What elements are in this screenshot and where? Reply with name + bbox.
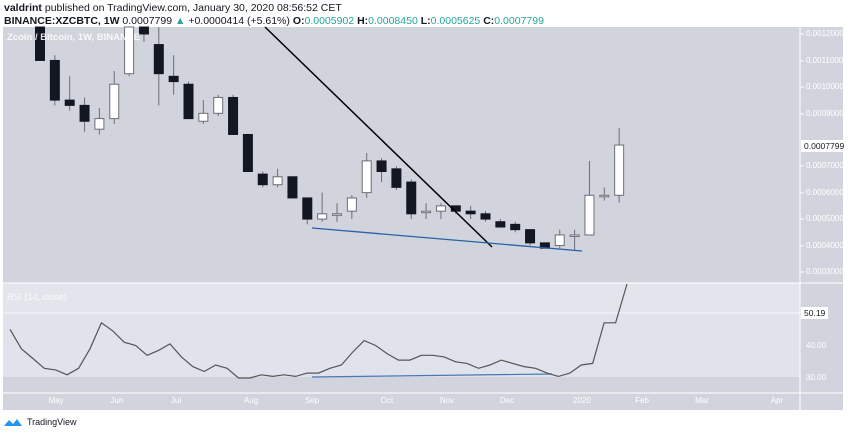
price-tick: 0.0007000	[806, 161, 844, 170]
bear-candle[interactable]	[525, 229, 536, 244]
bear-candle[interactable]	[79, 104, 90, 122]
rsi-line	[9, 283, 628, 379]
price-tick: 0.0012000	[806, 29, 844, 38]
bull-candle[interactable]	[361, 160, 372, 194]
price-change: +0.0000414 (+5.61%)	[188, 15, 290, 27]
bear-candle[interactable]	[35, 26, 45, 61]
bull-candle[interactable]	[599, 194, 610, 198]
bull-candle[interactable]	[421, 210, 432, 214]
bull-candle[interactable]	[109, 83, 120, 120]
bear-candle[interactable]	[183, 83, 194, 120]
bear-candle[interactable]	[49, 59, 60, 101]
bear-candle[interactable]	[168, 75, 179, 83]
bear-candle[interactable]	[64, 99, 75, 106]
chart-header: valdrint published on TradingView.com, J…	[4, 2, 544, 28]
bear-candle[interactable]	[510, 223, 521, 231]
time-tick: Sep	[304, 396, 320, 405]
trendlines	[264, 26, 583, 378]
close-label: C:	[483, 15, 495, 27]
ohlc-line: BINANCE:XZCBTC, 1W 0.0007799 ▲ +0.000041…	[4, 15, 544, 28]
time-tick: Feb	[635, 396, 649, 405]
up-arrow-icon: ▲	[174, 15, 186, 27]
time-tick: Jul	[170, 396, 182, 405]
bear-candle[interactable]	[228, 96, 239, 135]
price-axis-ticks	[800, 33, 804, 273]
rsi-support-trendline[interactable]	[311, 373, 553, 378]
bear-candle[interactable]	[257, 173, 268, 186]
time-tick: Dec	[499, 396, 515, 405]
bull-candle[interactable]	[94, 118, 105, 130]
bear-candle[interactable]	[287, 176, 298, 199]
rsi-current-label: 50.19	[801, 307, 829, 319]
candlestick-series	[35, 26, 625, 251]
tradingview-logo-icon[interactable]	[4, 419, 22, 426]
time-tick: Apr	[770, 396, 784, 405]
bear-candle[interactable]	[376, 160, 387, 172]
rsi-tick: 40.00	[806, 341, 827, 350]
bull-candle[interactable]	[435, 205, 446, 212]
price-tick: 0.0010000	[806, 82, 844, 91]
rsi-tick: 30.00	[806, 373, 827, 382]
bear-candle[interactable]	[153, 44, 164, 75]
bear-candle[interactable]	[406, 181, 417, 215]
time-tick: Mar	[695, 396, 709, 405]
time-tick: Jun	[110, 396, 124, 405]
series-legend[interactable]: Zcoin / Bitcoin, 1W, BINANCE	[7, 32, 141, 43]
price-tick: 0.0005000	[806, 214, 844, 223]
support-trendline[interactable]	[311, 227, 583, 252]
price-tick: 0.0003000	[806, 267, 844, 276]
bear-candle[interactable]	[465, 210, 476, 215]
author-name[interactable]: valdrint	[4, 2, 42, 14]
publish-info: published on TradingView.com, January 30…	[41, 2, 342, 14]
price-tick: 0.0004000	[806, 241, 844, 250]
high-label: H:	[357, 15, 369, 27]
bear-candle[interactable]	[480, 213, 491, 220]
bull-candle[interactable]	[272, 176, 283, 186]
bull-candle[interactable]	[198, 112, 209, 122]
bull-candle[interactable]	[569, 234, 580, 237]
close-value: 0.0007799	[494, 15, 544, 27]
open-value: 0.0005902	[304, 15, 355, 27]
bull-candle[interactable]	[213, 96, 224, 114]
publish-line: valdrint published on TradingView.com, J…	[4, 2, 544, 15]
bear-candle[interactable]	[242, 133, 253, 172]
rsi-legend[interactable]: RSI (14, close)	[7, 292, 67, 302]
bear-candle[interactable]	[495, 221, 506, 228]
time-tick: Oct	[380, 396, 394, 405]
low-value: 0.0005625	[430, 15, 481, 27]
time-tick: Aug	[243, 396, 259, 405]
low-label: L:	[420, 15, 431, 27]
tradingview-brand[interactable]: TradingView	[27, 417, 77, 427]
high-value: 0.0008450	[368, 15, 418, 27]
bull-candle[interactable]	[317, 213, 328, 220]
time-tick: 2020	[573, 396, 591, 405]
open-label: O:	[292, 15, 305, 27]
bull-candle[interactable]	[124, 26, 135, 75]
bull-candle[interactable]	[554, 234, 565, 247]
bear-candle[interactable]	[302, 197, 313, 220]
bear-candle[interactable]	[391, 168, 402, 188]
price-tick: 0.0006000	[806, 188, 844, 197]
bull-candle[interactable]	[332, 213, 342, 216]
current-price-label: 0.0007799	[801, 140, 848, 152]
time-tick: May	[48, 396, 64, 405]
resistance-trendline[interactable]	[264, 26, 493, 248]
footer: TradingView	[4, 417, 77, 427]
symbol-label: BINANCE:XZCBTC, 1W	[4, 15, 120, 27]
last-price: 0.0007799	[122, 15, 173, 27]
bull-candle[interactable]	[346, 197, 357, 212]
price-tick: 0.0011000	[806, 56, 844, 65]
bull-candle[interactable]	[614, 144, 625, 196]
price-tick: 0.0009000	[806, 109, 844, 118]
rsi-overbought-band	[3, 283, 800, 313]
bull-candle[interactable]	[584, 194, 595, 236]
bear-candle[interactable]	[138, 26, 149, 35]
time-tick: Nov	[439, 396, 455, 405]
